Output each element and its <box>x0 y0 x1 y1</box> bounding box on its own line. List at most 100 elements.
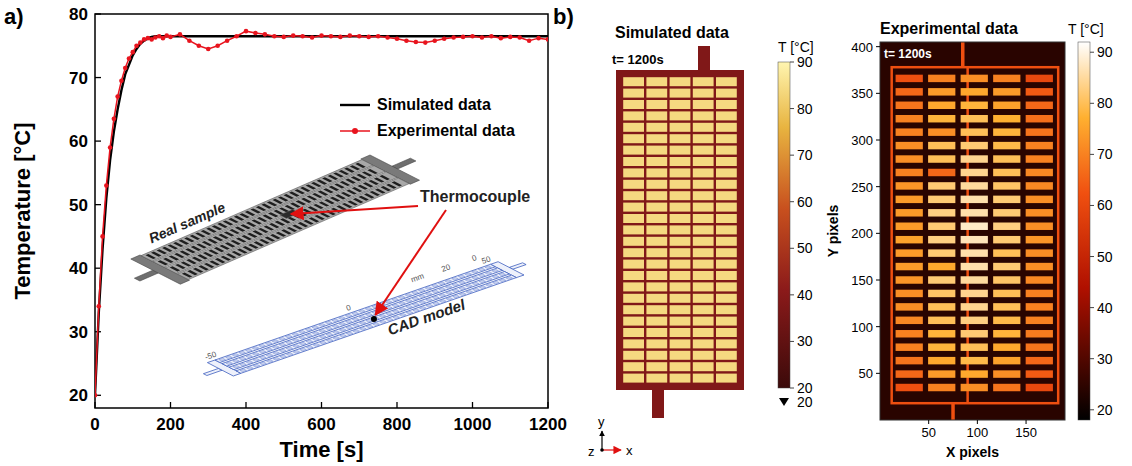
cad-slot <box>485 266 492 269</box>
cad-slot <box>246 349 253 352</box>
cad-slot <box>339 323 346 326</box>
cad-slot <box>219 358 226 361</box>
sample-slot <box>324 199 334 204</box>
heatmap-cell <box>716 339 737 348</box>
cad-slot <box>293 351 300 354</box>
legend: Simulated dataExperimental data <box>340 96 515 139</box>
sample-slot <box>281 229 291 234</box>
sample-slot <box>330 197 341 202</box>
sample-slot <box>187 270 198 275</box>
sample-slot <box>174 253 184 258</box>
heatmap-cell <box>961 384 988 391</box>
cad-slot <box>386 306 393 309</box>
series-marker <box>432 38 437 43</box>
time-label: t= 1200s <box>884 47 932 61</box>
sample-slot <box>258 228 269 233</box>
heatmap-cell <box>961 102 988 109</box>
sample-slot <box>275 221 286 226</box>
sample-slot <box>254 241 264 246</box>
series-marker <box>96 304 101 309</box>
sample-slot <box>265 237 276 242</box>
heatmap-cell <box>993 370 1020 377</box>
sample-slot <box>319 202 329 207</box>
heatmap-cell <box>670 260 691 269</box>
heatmap-cell <box>693 294 714 303</box>
cad-slot <box>359 322 366 325</box>
cad-slot <box>472 270 479 273</box>
heatmap-cell <box>693 203 714 212</box>
cad-slot <box>398 296 405 299</box>
heatmap-cell <box>670 168 691 177</box>
cad-slot <box>260 362 267 365</box>
heatmap-cell <box>896 236 923 243</box>
sample-slot <box>204 263 214 268</box>
heatmap-cell <box>693 248 714 257</box>
annotation-arrow <box>291 206 418 214</box>
cad-slot <box>305 328 312 331</box>
sample-slot <box>237 249 248 254</box>
heatmap-cell <box>623 271 644 280</box>
cad-slot <box>265 342 272 345</box>
cad-slot <box>259 350 266 353</box>
cad-slot <box>286 353 293 356</box>
sample-slot <box>392 181 402 186</box>
cad-slot <box>452 283 459 286</box>
cad-slot <box>239 357 246 360</box>
heatmap-cell <box>896 249 923 256</box>
heatmap-cell <box>646 123 667 132</box>
cad-slot <box>326 333 333 336</box>
heatmap-cell <box>961 370 988 377</box>
y-tick-label: 200 <box>851 226 873 241</box>
cad-slot <box>479 274 486 277</box>
sample-slot <box>323 188 334 193</box>
sample-slot <box>353 198 364 203</box>
series-marker <box>215 43 220 48</box>
heatmap-cell <box>670 191 691 200</box>
heatmap-cell <box>896 223 923 230</box>
cad-slot <box>306 346 313 349</box>
heatmap-cell <box>1026 209 1053 216</box>
heatmap-cell <box>928 249 955 256</box>
heatmap-cell <box>1026 142 1053 149</box>
cad-slot <box>253 359 260 362</box>
sample-slot <box>192 257 203 262</box>
heatmap-cell <box>670 305 691 314</box>
heatmap-cell <box>896 330 923 337</box>
cad-slot <box>419 301 426 304</box>
cad-slot <box>253 364 260 367</box>
heatmap-cell <box>646 134 667 143</box>
heatmap-cell <box>1026 370 1053 377</box>
heatmap-cell <box>623 305 644 314</box>
heatmap-cell <box>1026 169 1053 176</box>
heatmap-cell <box>623 351 644 360</box>
x-tick <box>977 420 978 424</box>
cad-slot <box>393 310 400 313</box>
heatmap-cell <box>961 75 988 82</box>
y-tick <box>876 46 880 47</box>
cad-slot <box>292 333 299 336</box>
colorbar-tick-label: 60 <box>797 194 813 210</box>
sample-slot <box>303 220 313 225</box>
sample-slot <box>298 222 309 227</box>
x-tick <box>547 402 548 408</box>
heatmap-cell <box>896 263 923 270</box>
heatmap-cell <box>716 146 737 155</box>
sample-slot <box>243 246 254 251</box>
sample-slot <box>223 220 234 225</box>
cad-slot <box>266 354 273 357</box>
panel-a: a)Real sample500-50200mmCAD modelThermoc… <box>4 4 567 462</box>
heatmap-cell <box>716 260 737 269</box>
heatmap-cell <box>961 182 988 189</box>
heatmap-cell <box>928 88 955 95</box>
sample-slot <box>351 176 362 181</box>
heatmap-cell <box>646 146 667 155</box>
cad-slot <box>472 282 479 285</box>
sample-slot <box>340 181 350 186</box>
heatmap-cell <box>670 157 691 166</box>
heatmap-cell <box>693 282 714 291</box>
heatmap-cell <box>623 214 644 223</box>
heatmap-cell <box>670 89 691 98</box>
cad-slot <box>319 335 326 338</box>
cad-slot <box>472 276 479 279</box>
heatmap-cell <box>993 169 1020 176</box>
